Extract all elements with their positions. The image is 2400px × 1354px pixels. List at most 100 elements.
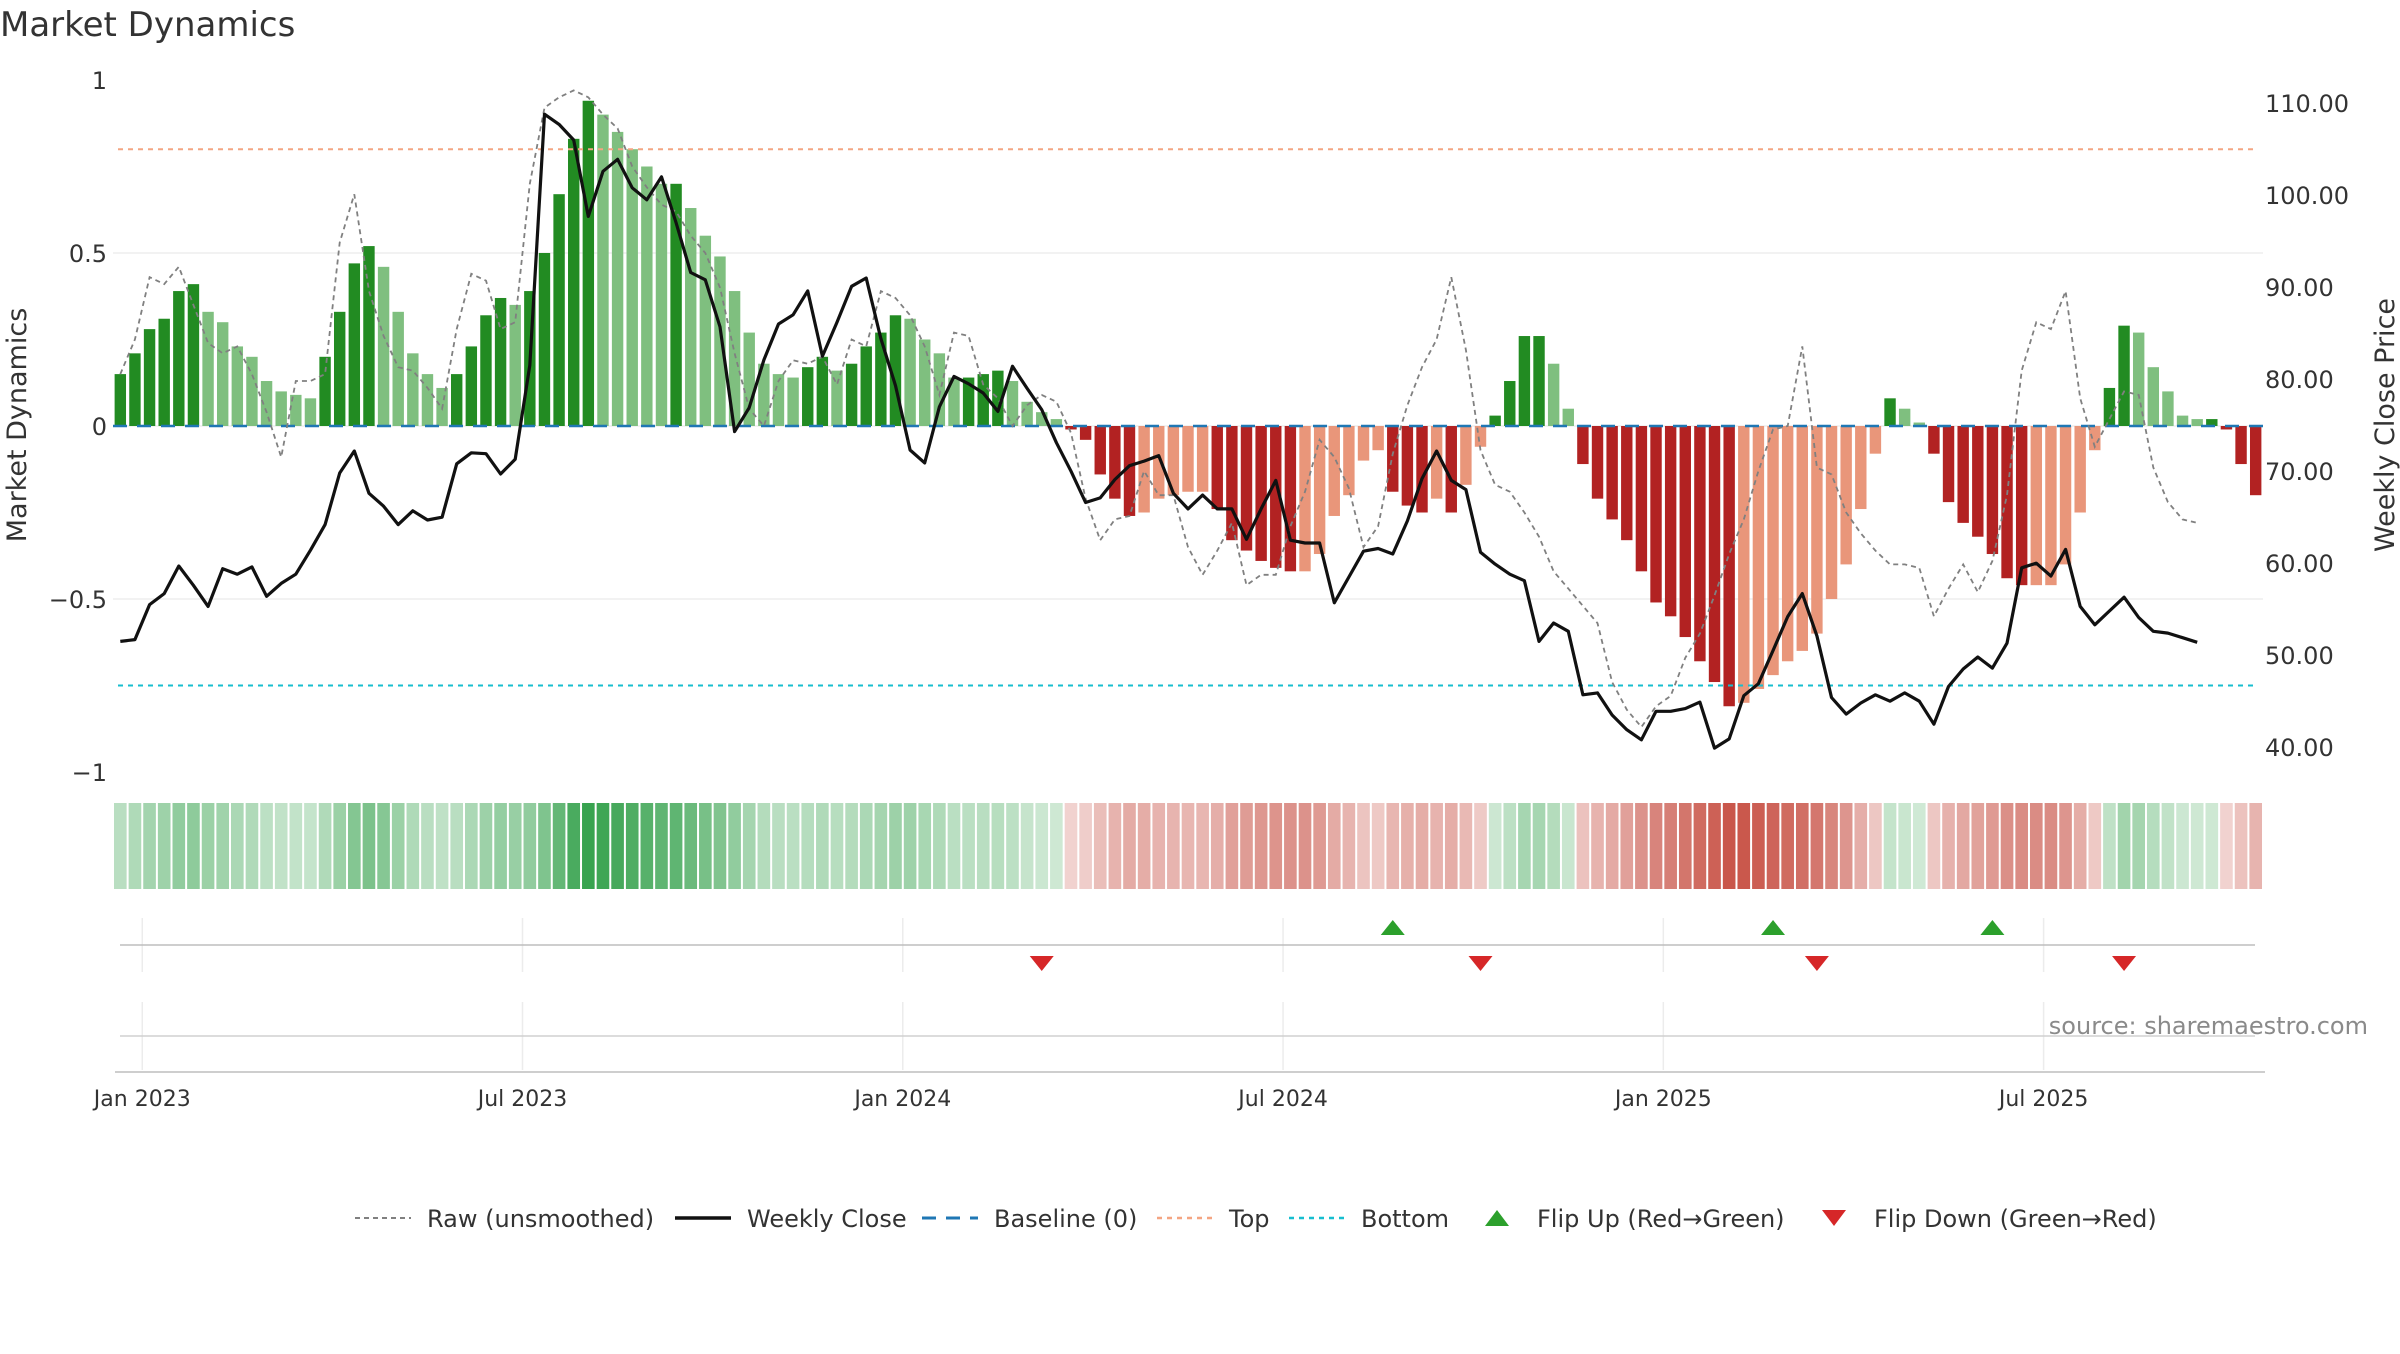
heat-cell <box>1605 803 1619 889</box>
dynamics-bar <box>597 114 609 426</box>
heat-cell <box>2015 803 2028 889</box>
dynamics-bar <box>538 253 551 426</box>
heat-cell <box>1357 803 1370 889</box>
dynamics-bar <box>2162 391 2174 426</box>
heat-cell <box>260 803 273 889</box>
x-tick-label: Jan 2024 <box>852 1087 951 1112</box>
dynamics-bar <box>641 166 653 426</box>
dynamics-bar <box>816 356 829 426</box>
heat-cell <box>231 803 244 889</box>
heat-cell <box>1050 803 1063 889</box>
dynamics-bar <box>1328 426 1340 516</box>
dynamics-bar <box>421 374 434 426</box>
dynamics-bar <box>465 346 478 426</box>
dynamics-bar <box>1372 426 1384 451</box>
dynamics-bar <box>845 363 858 426</box>
heat-cell <box>1752 803 1765 889</box>
dynamics-bar <box>2045 426 2057 586</box>
dynamics-bar <box>1270 426 1282 568</box>
heat-cell <box>128 803 142 889</box>
dynamics-bar <box>1196 426 1209 492</box>
heat-cell <box>421 803 434 889</box>
dynamics-bar <box>246 356 258 426</box>
dynamics-bar <box>1255 426 1267 561</box>
y2-tick-label: 90.00 <box>2265 274 2334 302</box>
dynamics-bar <box>670 183 682 426</box>
dynamics-bar <box>1986 426 1999 555</box>
heat-cell <box>728 803 741 889</box>
heat-cell <box>1532 803 1546 889</box>
dynamics-bar <box>1869 426 1882 454</box>
heat-cell <box>699 803 712 889</box>
flip-down-marker <box>1804 956 1829 971</box>
dynamics-bar <box>1840 426 1852 565</box>
legend-flip-up-label: Flip Up (Red→Green) <box>1537 1205 1785 1233</box>
dynamics-bar <box>758 363 770 426</box>
dynamics-bar <box>1416 426 1428 513</box>
heat-cell <box>2117 803 2131 889</box>
heat-cell <box>2103 803 2116 889</box>
heat-cell <box>1284 803 1297 889</box>
heat-cell <box>1576 803 1590 889</box>
heat-cell <box>1210 803 1224 889</box>
dynamics-bar <box>1547 363 1560 426</box>
heat-cell <box>538 803 551 889</box>
dynamics-bar <box>333 311 346 426</box>
dynamics-bar <box>114 374 127 426</box>
y-tick-label: 0 <box>92 413 107 441</box>
heat-cell <box>2132 803 2145 889</box>
dynamics-bar <box>568 138 580 426</box>
heat-cell <box>1123 803 1136 889</box>
y-axis-label: Market Dynamics <box>2 308 33 543</box>
heat-cell <box>2161 803 2175 889</box>
dynamics-bar <box>875 332 887 426</box>
dynamics-bar <box>392 311 404 426</box>
dynamics-bar <box>1591 426 1604 499</box>
dynamics-bar <box>1898 408 1911 426</box>
dynamics-bar <box>582 100 595 426</box>
heat-cell <box>1635 803 1648 889</box>
dynamics-bar <box>831 370 843 426</box>
flip-down-marker <box>1468 956 1493 971</box>
heat-cell <box>1152 803 1166 889</box>
y-tick-label: −0.5 <box>49 586 107 614</box>
heat-cell <box>172 803 186 889</box>
y2-tick-label: 70.00 <box>2265 458 2334 486</box>
heat-cell <box>114 803 127 889</box>
heat-cell <box>508 803 522 889</box>
dynamics-bar <box>728 291 741 426</box>
heat-cell <box>2234 803 2248 889</box>
dynamics-bar <box>158 318 170 426</box>
heat-cell <box>1474 803 1487 889</box>
y2-tick-label: 40.00 <box>2265 734 2334 762</box>
heat-cell <box>859 803 873 889</box>
heat-cell <box>1839 803 1853 889</box>
dynamics-bar <box>187 284 200 426</box>
heat-cell <box>406 803 420 889</box>
dynamics-bar <box>714 256 726 426</box>
dynamics-bar <box>494 297 507 426</box>
heat-cell <box>523 803 537 889</box>
heat-cell <box>567 803 581 889</box>
heat-cell <box>1942 803 1955 889</box>
heat-cell <box>362 803 376 889</box>
dynamics-bar <box>860 346 872 426</box>
heat-cell <box>552 803 566 889</box>
dynamics-bar <box>1240 426 1253 551</box>
dynamics-bar <box>1343 426 1355 496</box>
heat-cell <box>669 803 683 889</box>
heat-cell <box>216 803 230 889</box>
dynamics-bar <box>2059 426 2072 565</box>
heat-cell <box>1649 803 1663 889</box>
dynamics-bar <box>1401 426 1414 506</box>
flip-up-marker <box>1380 920 1405 935</box>
heat-cell <box>1064 803 1078 889</box>
dynamics-bar <box>260 381 273 426</box>
heat-cell <box>494 803 507 889</box>
dynamics-bar <box>1942 426 1955 503</box>
dynamics-bar <box>1723 426 1735 707</box>
heat-cell <box>1167 803 1180 889</box>
heat-cell <box>1518 803 1531 889</box>
dynamics-bar <box>626 149 638 426</box>
